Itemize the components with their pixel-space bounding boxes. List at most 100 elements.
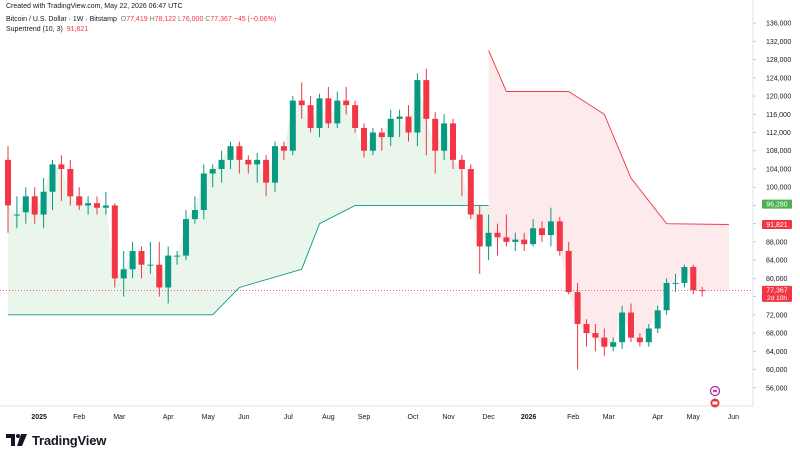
- high-value: 78,122: [154, 16, 177, 23]
- candle-body: [85, 203, 92, 206]
- price-tick-label: 128,000: [766, 57, 791, 64]
- candle: [636, 333, 643, 347]
- event-icons[interactable]: [709, 385, 721, 408]
- candle: [601, 328, 608, 356]
- candle: [574, 282, 581, 370]
- candle-body: [450, 123, 456, 160]
- candles-layer: [5, 68, 706, 370]
- candle: [183, 210, 189, 261]
- supertrend-down-fill: [488, 50, 729, 347]
- candle-body: [565, 251, 572, 293]
- candle: [58, 155, 65, 201]
- candle: [467, 164, 474, 220]
- last-price-badge-countdown: 2d 10h: [767, 295, 787, 302]
- candle: [485, 214, 492, 261]
- candle-body: [521, 239, 528, 245]
- candle: [156, 241, 163, 297]
- price-tick-label: 60,000: [766, 367, 788, 374]
- candle: [405, 105, 412, 142]
- candle-body: [619, 312, 626, 343]
- candle-body: [512, 239, 519, 242]
- candle: [565, 241, 572, 295]
- candle: [423, 68, 430, 156]
- tradingview-brand[interactable]: TradingView: [6, 432, 106, 448]
- tradingview-logo-icon: [6, 434, 27, 446]
- indicator-legend[interactable]: Supertrend (10, 3) 91,821: [6, 26, 88, 33]
- price-tick-label: 136,000: [766, 21, 791, 28]
- last-price-badge-bg: [762, 285, 792, 302]
- candle: [227, 141, 234, 169]
- price-tick-label: 84,000: [766, 258, 788, 265]
- candle: [31, 187, 38, 224]
- candle-body: [636, 337, 643, 343]
- price-tick-label: 104,000: [766, 166, 791, 173]
- candle-body: [191, 210, 198, 220]
- candle: [111, 203, 118, 288]
- symbol-name[interactable]: Bitcoin / U.S. Dollar · 1W · Bitstamp: [6, 16, 117, 23]
- candle-body: [156, 264, 163, 288]
- price-tick-label: 108,000: [766, 148, 791, 155]
- candle-body: [129, 251, 136, 270]
- candle-body: [654, 310, 661, 329]
- time-axis[interactable]: 2025 Feb Mar Apr May Jun Jul Aug Sep Oct Nov Dec 202…: [0, 405, 753, 421]
- candle-body: [663, 282, 670, 311]
- price-tick-label: 64,000: [766, 349, 788, 356]
- candle-body: [289, 100, 296, 151]
- candle-body: [31, 196, 38, 215]
- supertrend-up-badge-text: 96,280: [766, 201, 788, 208]
- candle: [610, 337, 617, 352]
- candle: [414, 73, 421, 147]
- time-tick-label: Mar: [113, 414, 126, 421]
- price-tick-label: 56,000: [766, 385, 788, 392]
- time-tick-label: Oct: [408, 414, 419, 421]
- symbol-legend[interactable]: Bitcoin / U.S. Dollar · 1W · Bitstamp O7…: [6, 16, 276, 23]
- candle: [628, 303, 634, 343]
- candle: [530, 219, 537, 247]
- indicator-name[interactable]: Supertrend (10, 3): [6, 26, 63, 33]
- time-tick-label: Apr: [163, 414, 175, 421]
- candle-body: [610, 342, 617, 347]
- candle: [138, 246, 145, 279]
- time-tick-label: 2025: [31, 414, 47, 421]
- candle: [289, 96, 296, 156]
- candle-body: [316, 98, 323, 128]
- candle-body: [690, 266, 697, 291]
- brand-name: TradingView: [32, 432, 107, 448]
- candle-body: [49, 164, 56, 192]
- candle: [352, 100, 359, 133]
- candle: [503, 214, 510, 247]
- supertrend-up-badge: 96,280: [762, 199, 792, 209]
- candle-body: [334, 100, 341, 124]
- candle: [85, 196, 92, 215]
- candle: [547, 207, 554, 247]
- candle-body: [539, 228, 545, 236]
- price-tick-label: 120,000: [766, 94, 791, 101]
- candle-body: [22, 196, 29, 213]
- candle: [476, 205, 483, 274]
- candle: [191, 196, 198, 224]
- candle-body: [209, 168, 216, 174]
- candle-body: [503, 237, 510, 242]
- candle-body: [325, 98, 332, 124]
- candle: [76, 187, 83, 210]
- candle: [432, 112, 439, 174]
- candle-body: [245, 159, 252, 165]
- price-tick-label: 112,000: [766, 130, 791, 137]
- price-tick-label: 80,000: [766, 276, 788, 283]
- candle: [396, 109, 403, 138]
- candle-body: [352, 105, 359, 128]
- last-price-badge-text: 77,367: [766, 288, 788, 295]
- candle-body: [343, 100, 350, 106]
- candle-body: [183, 219, 189, 256]
- candle: [254, 153, 261, 183]
- candle-body: [556, 221, 563, 252]
- candle-body: [414, 80, 421, 133]
- time-tick-label: 2026: [521, 414, 537, 421]
- candle: [200, 164, 207, 220]
- candle-body: [174, 255, 181, 257]
- candle: [645, 323, 652, 347]
- candle-body: [432, 118, 439, 151]
- candle: [102, 191, 109, 215]
- candle-body: [405, 116, 412, 133]
